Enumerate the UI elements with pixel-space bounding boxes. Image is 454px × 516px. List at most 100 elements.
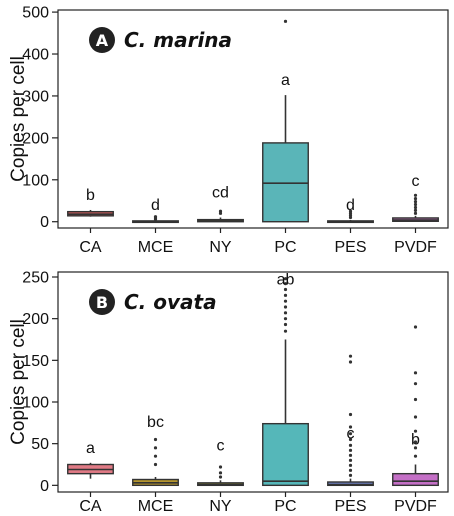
outlier-point — [348, 468, 353, 472]
significance-letter: b — [411, 432, 420, 449]
x-tick-label: NY — [209, 239, 232, 256]
outlier-point — [348, 463, 353, 467]
outlier-point — [153, 215, 158, 219]
outlier-point — [413, 208, 418, 212]
outlier-point — [218, 471, 223, 475]
significance-letter: a — [86, 440, 95, 457]
box-ny: c — [197, 437, 244, 487]
outlier-point — [218, 209, 223, 213]
outlier-point — [413, 205, 418, 210]
y-tick-label: 0 — [40, 478, 49, 495]
outlier-point — [283, 19, 288, 23]
outlier-point — [153, 437, 158, 442]
significance-letter: c — [217, 437, 225, 454]
y-tick-label: 50 — [31, 436, 49, 453]
significance-letter: cd — [212, 185, 229, 202]
panel-badge-b — [89, 289, 115, 315]
x-tick-label: CA — [79, 239, 102, 256]
outlier-point — [283, 299, 288, 303]
panel-title-a: C. marina — [124, 28, 232, 52]
outlier-point — [348, 412, 353, 417]
outlier-point — [348, 458, 353, 462]
plot-frame-b — [57, 271, 449, 493]
y-tick-label: 150 — [22, 353, 49, 370]
outlier-point — [348, 354, 353, 358]
x-tick-label: NY — [209, 498, 232, 515]
box-pes: c — [327, 354, 374, 487]
outlier-point — [348, 437, 353, 442]
box-mce: d — [132, 197, 179, 224]
panel-letter-a: A — [96, 31, 109, 50]
outlier-point — [413, 197, 418, 201]
x-tick-label: PVDF — [394, 239, 437, 256]
x-tick-label: PES — [334, 239, 366, 256]
y-tick-label: 300 — [22, 88, 49, 105]
panel-badge-a — [89, 27, 115, 53]
significance-letter: a — [281, 72, 290, 89]
outlier-point — [283, 329, 288, 333]
outlier-point — [348, 425, 353, 429]
outlier-point — [283, 305, 288, 309]
y-ticks-b: 0 50 100 150 200 250 — [22, 270, 58, 495]
outlier-point — [348, 448, 353, 452]
significance-letter: bc — [147, 414, 164, 431]
outlier-point — [413, 446, 418, 450]
y-tick-label: 0 — [40, 214, 49, 231]
box-iqr — [327, 481, 374, 487]
boxes-a: b d cd a d c — [67, 19, 439, 224]
outlier-point — [413, 202, 418, 207]
outlier-point — [153, 446, 158, 450]
box-mce: bc — [132, 414, 179, 487]
outlier-point — [348, 432, 353, 436]
outlier-point — [153, 462, 158, 467]
outlier-point — [283, 282, 288, 286]
y-tick-label: 500 — [22, 5, 49, 22]
outlier-point — [413, 371, 418, 375]
box-ny: cd — [197, 185, 244, 223]
significance-letter: c — [412, 173, 420, 190]
x-tick-label: PC — [274, 239, 296, 256]
x-tick-label: CA — [79, 498, 102, 515]
significance-letter: ab — [277, 272, 295, 289]
outlier-point — [413, 199, 418, 204]
x-tick-label: PC — [274, 498, 296, 515]
outlier-point — [348, 360, 353, 364]
outlier-point — [413, 440, 418, 444]
panel-letter-b: B — [96, 293, 108, 312]
x-tick-labels-a: CA MCE NY PC PES PVDF — [79, 228, 437, 256]
y-tick-label: 100 — [22, 395, 49, 412]
outlier-point — [413, 454, 418, 458]
outlier-point — [348, 443, 353, 447]
outlier-point — [283, 311, 288, 315]
x-tick-label: MCE — [138, 239, 174, 256]
outlier-point — [413, 397, 418, 402]
x-tick-labels-b: CA MCE NY PC PES PVDF — [79, 492, 437, 515]
x-tick-label: MCE — [138, 498, 174, 515]
y-axis-label-b: Copies per cell — [8, 319, 29, 445]
box-iqr — [262, 422, 309, 487]
outlier-point — [283, 287, 288, 292]
x-tick-label: PVDF — [394, 498, 437, 515]
panel-title-b: C. ovata — [124, 290, 217, 314]
box-pc: a — [262, 19, 309, 223]
y-tick-label: 200 — [22, 130, 49, 147]
box-pvdf: c — [392, 173, 439, 222]
box-pvdf: b — [392, 325, 439, 487]
significance-letter: d — [346, 197, 355, 214]
outlier-point — [413, 193, 418, 197]
outlier-point — [283, 317, 288, 321]
outlier-point — [413, 429, 418, 433]
box-pes: d — [327, 197, 374, 224]
significance-letter: c — [347, 426, 355, 443]
box-ca: a — [67, 440, 114, 479]
outlier-point — [153, 454, 158, 458]
outlier-point — [218, 475, 223, 479]
outlier-point — [413, 382, 418, 386]
outlier-point — [218, 465, 223, 469]
outlier-point — [348, 473, 353, 477]
box-iqr — [262, 142, 309, 223]
significance-letter: d — [151, 197, 160, 214]
box-ca: b — [67, 187, 114, 217]
outlier-point — [348, 209, 353, 213]
